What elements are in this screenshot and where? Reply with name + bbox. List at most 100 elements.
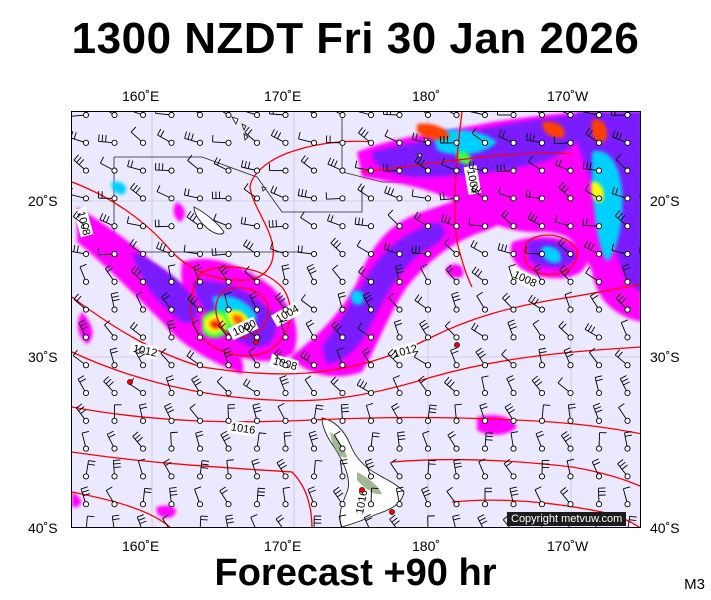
wind-barb: [327, 157, 346, 174]
wind-barb: [478, 458, 489, 480]
lat-label-left-40s: 40˚S: [28, 520, 58, 536]
wind-barb: [501, 209, 517, 230]
wind-barb: [622, 486, 631, 508]
wind-barb: [481, 375, 489, 397]
wind-barb: [218, 264, 232, 285]
wind-barb: [72, 187, 90, 202]
wind-barb: [194, 486, 204, 508]
wind-barb: [419, 319, 432, 341]
wind-barb: [300, 350, 318, 369]
wind-barb: [274, 348, 289, 369]
wind-barb: [538, 404, 551, 424]
wind-barb: [525, 189, 546, 202]
wind-barb: [327, 213, 346, 230]
wind-barb: [554, 214, 574, 230]
lat-label-left-30s: 30˚S: [28, 349, 58, 365]
wind-barb: [585, 266, 603, 285]
wind-barb: [444, 376, 460, 397]
wind-barb: [212, 134, 232, 146]
wind-barb: [614, 349, 631, 369]
lon-label-bottom-170w: 170˚W: [547, 538, 589, 554]
wind-barb: [130, 265, 147, 285]
wind-barb: [183, 188, 204, 202]
forecast-hour-label: Forecast +90 hr: [214, 552, 497, 594]
wind-barb: [338, 514, 347, 527]
wind-barb: [450, 347, 460, 369]
wind-barb: [330, 376, 346, 397]
wind-barb: [155, 112, 175, 119]
wind-barb: [420, 263, 432, 285]
wind-barb: [130, 321, 147, 341]
wind-barb: [245, 112, 261, 119]
wind-barb: [132, 431, 147, 452]
wind-barb: [274, 292, 289, 313]
wind-barb: [168, 487, 178, 508]
wind-barb: [557, 238, 574, 258]
wind-barb: [211, 191, 232, 202]
wind-barb: [156, 241, 175, 258]
wind-barb: [384, 129, 403, 146]
wind-barb: [279, 375, 289, 397]
wind-barb: [111, 404, 122, 424]
wind-barb: [503, 458, 517, 480]
wind-barb: [313, 515, 322, 527]
wind-barb: [589, 291, 603, 313]
wind-barb: [277, 402, 289, 424]
wind-barb: [564, 291, 574, 313]
wind-barb: [627, 515, 637, 527]
wind-barb: [297, 245, 318, 258]
wind-barb: [250, 514, 258, 527]
wind-barb: [111, 459, 121, 480]
wind-barb: [555, 158, 574, 174]
wind-barb: [356, 378, 375, 397]
wind-barb: [453, 458, 462, 480]
wind-barb: [358, 112, 375, 119]
wind-barb: [367, 432, 380, 452]
wind-barb: [248, 347, 261, 369]
wind-barb: [132, 112, 147, 119]
wind-barbs: [72, 112, 640, 527]
wind-barb: [362, 291, 375, 313]
lon-label-bottom-180: 180˚: [412, 538, 441, 554]
wind-barb: [618, 403, 631, 424]
wind-barb: [497, 242, 517, 258]
wind-barb: [130, 182, 147, 202]
lon-label-top-170w: 170˚W: [547, 88, 589, 104]
wind-barb: [365, 403, 375, 424]
wind-barb: [453, 403, 462, 424]
wind-barb: [508, 264, 517, 285]
wind-barb: [358, 127, 375, 146]
wind-barb: [418, 375, 432, 397]
wind-barb: [424, 404, 437, 424]
wind-barb: [187, 293, 204, 313]
new-caledonia-land: [193, 206, 225, 235]
wind-barb: [562, 112, 574, 119]
wind-barb: [155, 163, 175, 174]
wind-barb: [224, 291, 232, 313]
wind-barb: [617, 459, 631, 480]
wind-barb: [79, 263, 90, 285]
wind-barb: [104, 264, 118, 285]
wind-barb: [471, 266, 489, 285]
weather-map: 1000 1004 1004 1008 1008 1008 1012 1012 …: [71, 111, 641, 528]
wind-barb: [557, 377, 574, 397]
wind-barb: [528, 294, 546, 313]
wind-barb: [154, 219, 175, 230]
wind-barb: [595, 432, 607, 452]
wind-barb: [244, 265, 261, 285]
wind-barb: [189, 403, 204, 424]
wind-barb: [591, 458, 603, 480]
wind-barb: [413, 211, 432, 230]
wind-barb: [339, 403, 349, 424]
lat-label-left-20s: 20˚S: [28, 193, 58, 209]
wind-barb: [99, 213, 118, 230]
wind-barb: [589, 347, 603, 369]
wind-barb: [358, 266, 375, 285]
wind-barb: [223, 347, 233, 369]
wind-barb: [134, 347, 147, 369]
wind-barb: [220, 430, 232, 452]
wind-barb: [537, 112, 546, 119]
wind-barb: [444, 237, 460, 258]
wind-barb: [326, 135, 346, 146]
wind-barb: [78, 319, 90, 341]
